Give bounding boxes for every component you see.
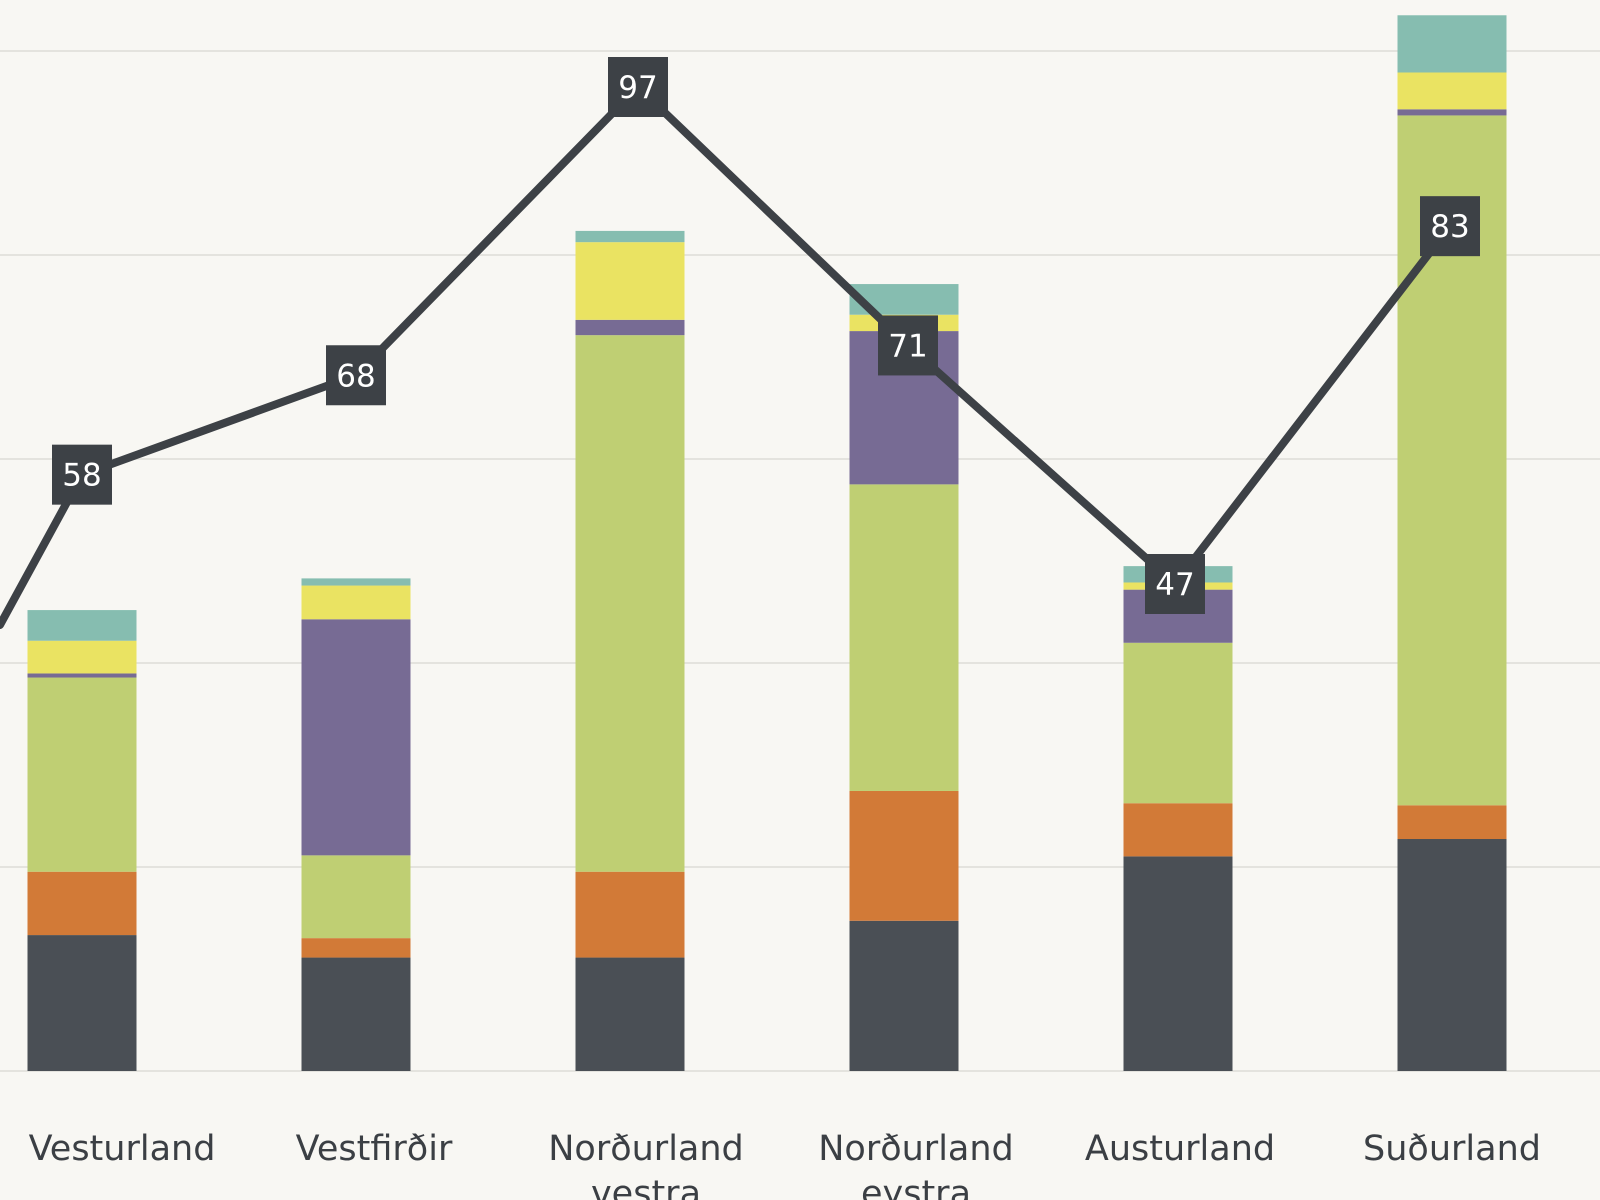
bar-segment xyxy=(27,640,137,674)
line-point-label: 47 xyxy=(1155,567,1194,603)
bar-segment xyxy=(301,619,411,856)
bar-segment xyxy=(575,242,685,320)
bar-stack xyxy=(849,284,959,1071)
line-series-path xyxy=(0,83,1454,629)
x-axis-labels: Vesturland Vestfirðir Norðurland vestra Norð… xyxy=(29,1129,1541,1200)
line-point-box xyxy=(608,57,668,117)
bar-segment xyxy=(301,585,411,620)
bar-stack xyxy=(301,578,411,1071)
bar-segment xyxy=(1397,72,1507,110)
bar-segment xyxy=(575,335,685,872)
line-point-box xyxy=(1145,554,1205,614)
line-layer: 58 68 97 71 47 83 xyxy=(0,57,1480,629)
line-point-box xyxy=(1420,196,1480,257)
line-point-marker: 71 xyxy=(878,315,938,376)
line-point-box xyxy=(326,345,386,406)
bar-segment xyxy=(1397,839,1507,1071)
bars-layer xyxy=(27,15,1507,1071)
line-point-label: 83 xyxy=(1430,209,1469,245)
bar-segment xyxy=(27,610,137,641)
bar-segment xyxy=(849,484,959,791)
bar-segment xyxy=(301,957,411,1071)
bar-segment xyxy=(301,938,411,958)
bar-segment xyxy=(1123,856,1233,1071)
x-tick-label: Vesturland xyxy=(29,1129,216,1169)
bar-segment xyxy=(849,920,959,1071)
bar-segment xyxy=(575,871,685,958)
x-tick-label: Norðurland eystra xyxy=(818,1129,1014,1200)
line-point-box xyxy=(878,315,938,376)
line-point-marker: 58 xyxy=(52,444,112,505)
grid-layer xyxy=(0,50,1600,1072)
bar-segment xyxy=(27,871,137,936)
bar-segment xyxy=(27,677,137,872)
x-tick-label: Norðurland vestra xyxy=(548,1129,744,1200)
bar-segment xyxy=(1397,15,1507,73)
bar-segment xyxy=(301,855,411,939)
bar-segment xyxy=(575,230,685,243)
bar-segment xyxy=(849,790,959,921)
x-tick-label: Vestfirðir xyxy=(296,1129,453,1169)
bar-stack xyxy=(1397,15,1507,1071)
line-point-marker: 97 xyxy=(608,57,668,117)
line-point-label: 97 xyxy=(618,70,657,106)
bar-segment xyxy=(27,673,137,678)
bar-segment xyxy=(575,957,685,1071)
x-tick-label: Suðurland xyxy=(1363,1129,1541,1169)
bar-segment xyxy=(27,935,137,1071)
bar-segment xyxy=(1123,803,1233,857)
bar-stack xyxy=(1123,566,1233,1071)
bar-stack xyxy=(575,230,685,1071)
line-point-label: 71 xyxy=(888,328,927,364)
line-point-box xyxy=(52,444,112,505)
line-point-marker: 47 xyxy=(1145,554,1205,614)
bar-segment xyxy=(575,319,685,336)
bar-segment xyxy=(1397,805,1507,840)
bar-segment xyxy=(1397,109,1507,116)
bar-segment xyxy=(301,578,411,586)
line-point-label: 58 xyxy=(62,458,101,494)
x-tick-label: Austurland xyxy=(1085,1129,1275,1169)
bar-stack xyxy=(27,610,137,1071)
bar-segment xyxy=(1123,642,1233,804)
line-point-marker: 68 xyxy=(326,345,386,406)
line-point-label: 68 xyxy=(336,358,375,394)
line-point-marker: 83 xyxy=(1420,196,1480,257)
